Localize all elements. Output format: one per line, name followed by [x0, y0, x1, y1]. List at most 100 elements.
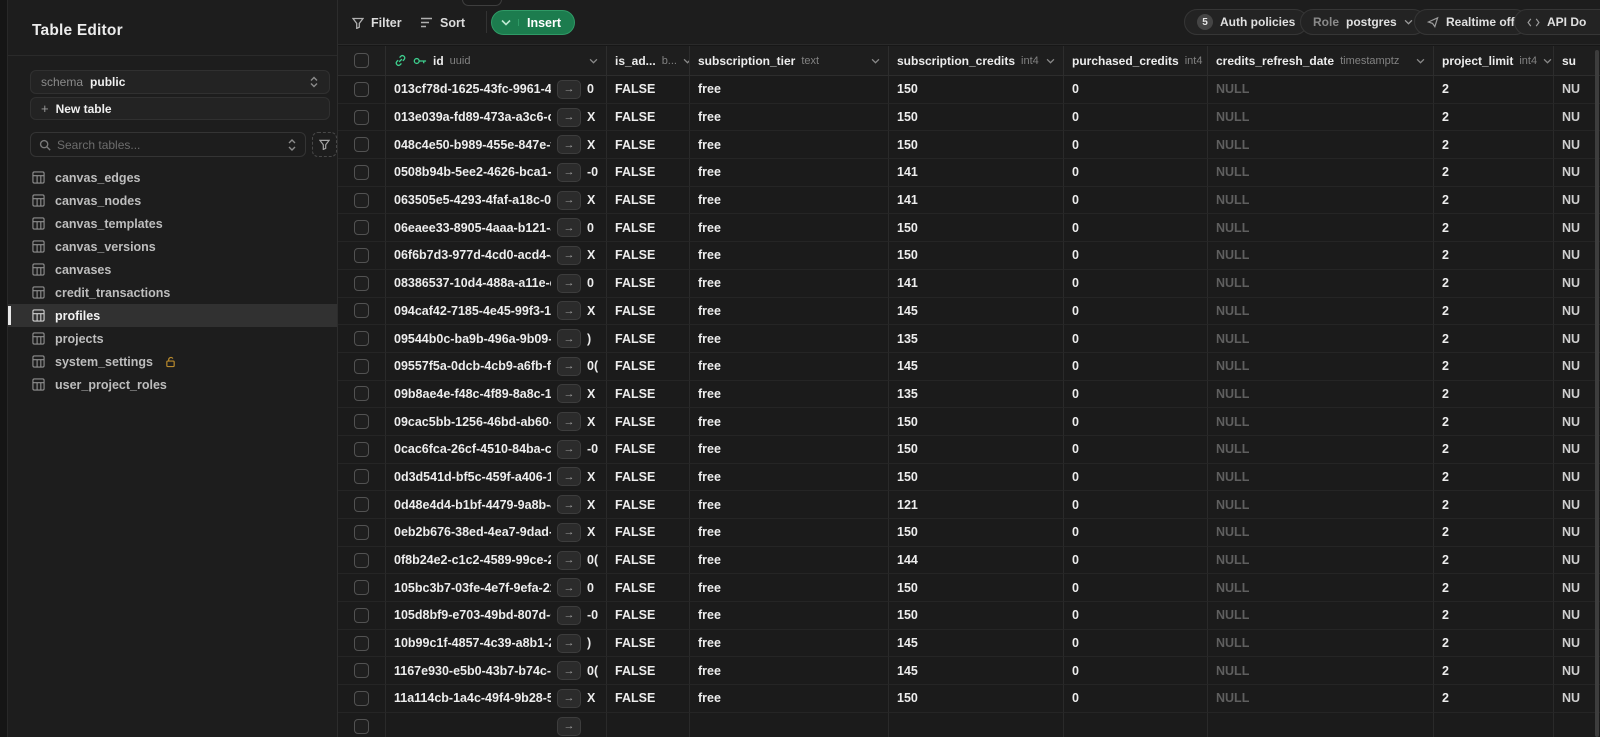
- sidebar-item-canvas_templates[interactable]: canvas_templates: [8, 212, 337, 235]
- cell-tier[interactable]: free: [690, 214, 889, 243]
- cell-sub_credits[interactable]: 135: [889, 380, 1064, 409]
- expand-row-button[interactable]: →: [557, 107, 581, 127]
- row-checkbox[interactable]: [354, 414, 369, 430]
- cell-is_admin[interactable]: FALSE: [607, 629, 690, 658]
- cell-refresh[interactable]: NULL: [1208, 408, 1434, 436]
- row-checkbox[interactable]: [354, 358, 369, 374]
- cell-is_admin[interactable]: FALSE: [607, 602, 690, 630]
- cell-id[interactable]: 013e039a-fd89-473a-a3c6-ccfa9... → X: [386, 103, 607, 132]
- cell-purchased[interactable]: 0: [1064, 463, 1208, 492]
- cell-tier[interactable]: free: [690, 269, 889, 298]
- cell-id[interactable]: 0d48e4d4-b1bf-4479-9a8b-4a4b... → X: [386, 491, 607, 519]
- cell-id[interactable]: 10b99c1f-4857-4c39-a8b1-263b8... →): [386, 629, 607, 658]
- cell-purchased[interactable]: 0: [1064, 602, 1208, 630]
- sidebar-item-profiles[interactable]: profiles: [8, 304, 337, 327]
- expand-row-button[interactable]: →: [557, 522, 581, 542]
- cell-tail[interactable]: NU: [1554, 657, 1600, 686]
- row-checkbox[interactable]: [354, 663, 369, 679]
- row-checkbox[interactable]: [354, 497, 369, 513]
- cell-tier[interactable]: free: [690, 435, 889, 464]
- cell-tier[interactable]: free: [690, 186, 889, 215]
- cell-is_admin[interactable]: FALSE: [607, 657, 690, 686]
- role-select[interactable]: Role postgres: [1300, 9, 1426, 35]
- cell-purchased[interactable]: 0: [1064, 380, 1208, 409]
- expand-row-button[interactable]: →: [557, 329, 581, 349]
- cell-refresh[interactable]: NULL: [1208, 269, 1434, 298]
- cell-tier[interactable]: free: [690, 574, 889, 603]
- cell-purchased[interactable]: 0: [1064, 325, 1208, 353]
- cell-sub_credits[interactable]: 150: [889, 602, 1064, 630]
- row-checkbox[interactable]: [354, 137, 369, 153]
- vertical-scrollbar[interactable]: [1595, 50, 1599, 737]
- cell-limit[interactable]: 2: [1434, 352, 1554, 381]
- cell-id[interactable]: 1167e930-e5b0-43b7-b74c-788c9... → 0(: [386, 657, 607, 686]
- cell-refresh[interactable]: NULL: [1208, 380, 1434, 409]
- cell-sub_credits[interactable]: 150: [889, 463, 1064, 492]
- cell-id[interactable]: 0508b94b-5ee2-4626-bca1-4bca... → -0: [386, 159, 607, 187]
- api-docs-button[interactable]: API Do: [1514, 9, 1600, 35]
- row-checkbox[interactable]: [354, 441, 369, 457]
- cell-is_admin[interactable]: FALSE: [607, 352, 690, 381]
- cell-is_admin[interactable]: FALSE: [607, 463, 690, 492]
- cell-is_admin[interactable]: FALSE: [607, 435, 690, 464]
- cell-tier[interactable]: free: [690, 103, 889, 132]
- cell-is_admin[interactable]: FALSE: [607, 574, 690, 603]
- expand-row-button[interactable]: →: [557, 688, 581, 708]
- cell-id[interactable]: 048c4e50-b989-455e-847e-fb2f... → X: [386, 131, 607, 160]
- cell-tail[interactable]: NU: [1554, 685, 1600, 713]
- cell-tail[interactable]: NU: [1554, 214, 1600, 243]
- cell-limit[interactable]: 2: [1434, 103, 1554, 132]
- cell-tail[interactable]: NU: [1554, 187, 1600, 215]
- cell-tail[interactable]: NU: [1554, 547, 1600, 575]
- cell-limit[interactable]: 2: [1434, 463, 1554, 492]
- cell-tail[interactable]: NU: [1554, 159, 1600, 187]
- sidebar-item-canvas_nodes[interactable]: canvas_nodes: [8, 189, 337, 212]
- cell-id[interactable]: 0f8b24e2-c1c2-4589-99ce-2c52d... → 0(: [386, 546, 607, 575]
- column-header-subscription_tier[interactable]: subscription_tier text: [690, 46, 889, 75]
- schema-select[interactable]: schema public: [30, 70, 330, 94]
- sidebar-item-canvas_edges[interactable]: canvas_edges: [8, 166, 337, 189]
- cell-id[interactable]: →: [386, 712, 607, 737]
- cell-refresh[interactable]: NULL: [1208, 325, 1434, 353]
- cell-purchased[interactable]: 0: [1064, 103, 1208, 132]
- cell-sub_credits[interactable]: 121: [889, 491, 1064, 519]
- cell-limit[interactable]: 2: [1434, 657, 1554, 686]
- cell-purchased[interactable]: 0: [1064, 159, 1208, 187]
- cell-id[interactable]: 105bc3b7-03fe-4e7f-9efa-21bb40... → 0: [386, 574, 607, 603]
- cell-tail[interactable]: NU: [1554, 491, 1600, 519]
- sidebar-item-canvas_versions[interactable]: canvas_versions: [8, 235, 337, 258]
- cell-limit[interactable]: 2: [1434, 380, 1554, 409]
- row-checkbox[interactable]: [354, 303, 369, 319]
- cell-sub_credits[interactable]: 150: [889, 574, 1064, 603]
- new-table-button[interactable]: + New table: [30, 97, 330, 120]
- cell-refresh[interactable]: NULL: [1208, 602, 1434, 630]
- cell-is_admin[interactable]: FALSE: [607, 76, 690, 104]
- cell-sub_credits[interactable]: 150: [889, 519, 1064, 547]
- cell-purchased[interactable]: 0: [1064, 435, 1208, 464]
- expand-row-button[interactable]: →: [557, 467, 581, 487]
- cell-is_admin[interactable]: FALSE: [607, 546, 690, 575]
- expand-row-button[interactable]: →: [557, 495, 581, 515]
- cell-sub_credits[interactable]: 150: [889, 131, 1064, 160]
- cell-limit[interactable]: 2: [1434, 629, 1554, 658]
- cell-tail[interactable]: NU: [1554, 353, 1600, 381]
- cell-refresh[interactable]: NULL: [1208, 491, 1434, 519]
- chevron-down-icon[interactable]: [589, 58, 598, 64]
- cell-tier[interactable]: free: [690, 297, 889, 326]
- cell-refresh[interactable]: NULL: [1208, 657, 1434, 686]
- chevron-down-icon[interactable]: [501, 19, 519, 26]
- cell-is_admin[interactable]: FALSE: [607, 103, 690, 132]
- cell-tier[interactable]: free: [690, 657, 889, 686]
- cell-limit[interactable]: 2: [1434, 76, 1554, 104]
- cell-purchased[interactable]: 0: [1064, 519, 1208, 547]
- cell-is_admin[interactable]: FALSE: [607, 214, 690, 243]
- cell-purchased[interactable]: 0: [1064, 574, 1208, 603]
- cell-tier[interactable]: free: [690, 602, 889, 630]
- expand-row-button[interactable]: →: [557, 439, 581, 459]
- row-checkbox[interactable]: [354, 192, 369, 208]
- cell-refresh[interactable]: NULL: [1208, 546, 1434, 575]
- cell-sub_credits[interactable]: 150: [889, 435, 1064, 464]
- cell-refresh[interactable]: NULL: [1208, 574, 1434, 603]
- column-header-credits_refresh_date[interactable]: credits_refresh_date timestamptz: [1208, 46, 1434, 75]
- sidebar-item-projects[interactable]: projects: [8, 327, 337, 350]
